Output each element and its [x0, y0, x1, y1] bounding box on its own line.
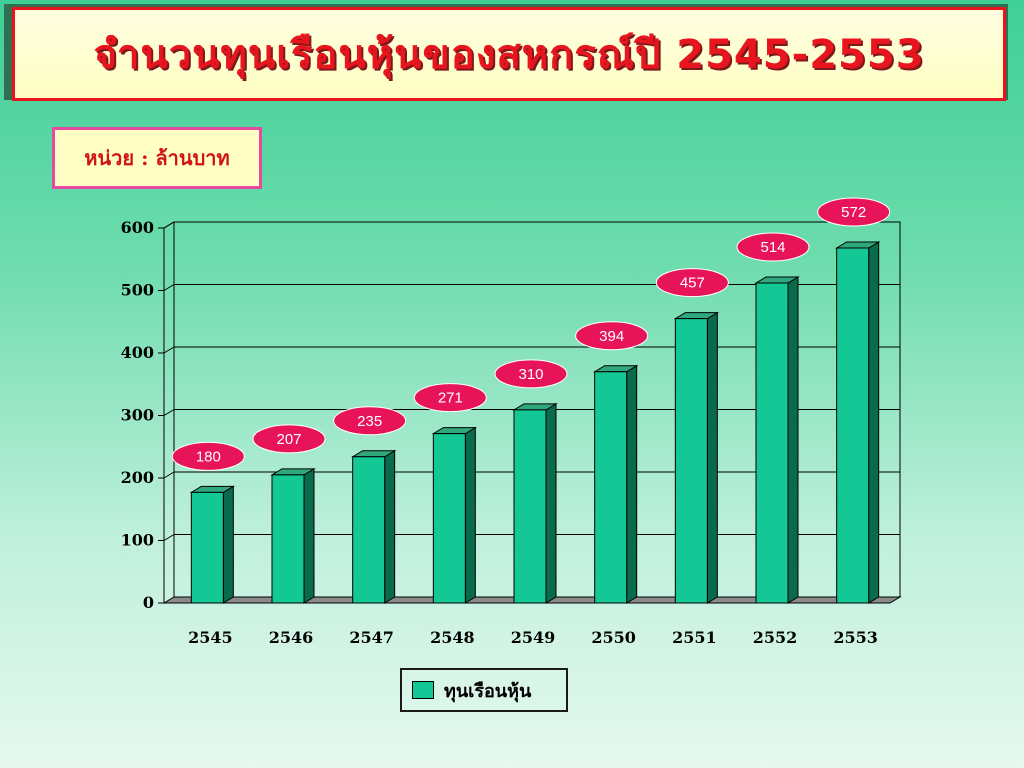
bar	[836, 247, 870, 604]
data-label: 310	[518, 366, 543, 383]
bar-side	[464, 426, 476, 604]
x-tick-label: 2547	[349, 628, 394, 647]
y-tick-label: 200	[121, 468, 154, 487]
x-tick-label: 2553	[833, 628, 878, 647]
bar	[352, 456, 386, 604]
y-tick-label: 0	[143, 593, 154, 612]
data-label: 180	[196, 448, 221, 465]
gridline-side	[163, 284, 175, 291]
bar	[432, 433, 466, 604]
x-tick-label: 2548	[430, 628, 475, 647]
data-label-bubble	[736, 232, 810, 262]
data-label-bubble	[575, 321, 649, 351]
data-label: 235	[357, 413, 382, 430]
bar-side	[222, 485, 234, 604]
legend-label: ทุนเรือนหุ้น	[444, 680, 532, 702]
x-tick-label: 2550	[591, 628, 636, 647]
data-label: 457	[680, 275, 705, 292]
x-tick-label: 2551	[672, 628, 717, 647]
bar-side	[787, 276, 799, 604]
y-tick-label: 500	[121, 281, 154, 300]
bar-side	[706, 311, 718, 604]
data-label-bubble	[817, 197, 891, 227]
data-label-bubble	[494, 359, 568, 389]
x-tick-label: 2549	[511, 628, 556, 647]
bar	[271, 474, 305, 604]
x-tick-label: 2552	[753, 628, 798, 647]
y-tick-label: 300	[121, 406, 154, 425]
chart-title: จำนวนทุนเรือนหุ้นของสหกรณ์ปี 2545-2553	[93, 32, 925, 78]
title-banner: จำนวนทุนเรือนหุ้นของสหกรณ์ปี 2545-2553	[12, 7, 1006, 101]
data-label: 207	[276, 431, 301, 448]
gridline-side	[163, 346, 175, 354]
bar-side	[626, 364, 638, 604]
legend-swatch	[412, 681, 434, 699]
bar-side	[545, 402, 557, 604]
bar	[594, 371, 628, 604]
data-label-bubble	[252, 424, 326, 454]
data-label-bubble	[171, 441, 245, 471]
gridline-side	[163, 471, 175, 479]
bar	[755, 282, 789, 604]
data-label-bubble	[655, 268, 729, 298]
bar	[190, 491, 224, 604]
data-label-bubble	[413, 383, 487, 413]
unit-box: หน่วย : ล้านบาท	[52, 127, 262, 189]
gridline-side	[163, 409, 175, 416]
bar-side	[384, 449, 396, 604]
bar	[513, 409, 547, 604]
data-label-bubble	[333, 406, 407, 436]
data-label: 271	[438, 390, 463, 407]
bar-side	[868, 241, 880, 604]
unit-label: หน่วย : ล้านบาท	[84, 146, 230, 170]
data-label: 514	[760, 239, 785, 256]
y-tick-label: 400	[121, 343, 154, 362]
gridline-side	[163, 534, 175, 541]
bar-side	[303, 467, 315, 604]
x-tick-label: 2545	[188, 628, 233, 647]
y-tick-label: 100	[121, 531, 154, 550]
y-tick-label: 600	[121, 218, 154, 237]
gridline-side	[163, 221, 175, 229]
bar	[674, 318, 708, 604]
x-tick-label: 2546	[269, 628, 314, 647]
data-label: 394	[599, 328, 624, 345]
data-label: 572	[841, 204, 866, 221]
legend: ทุนเรือนหุ้น	[400, 668, 568, 712]
